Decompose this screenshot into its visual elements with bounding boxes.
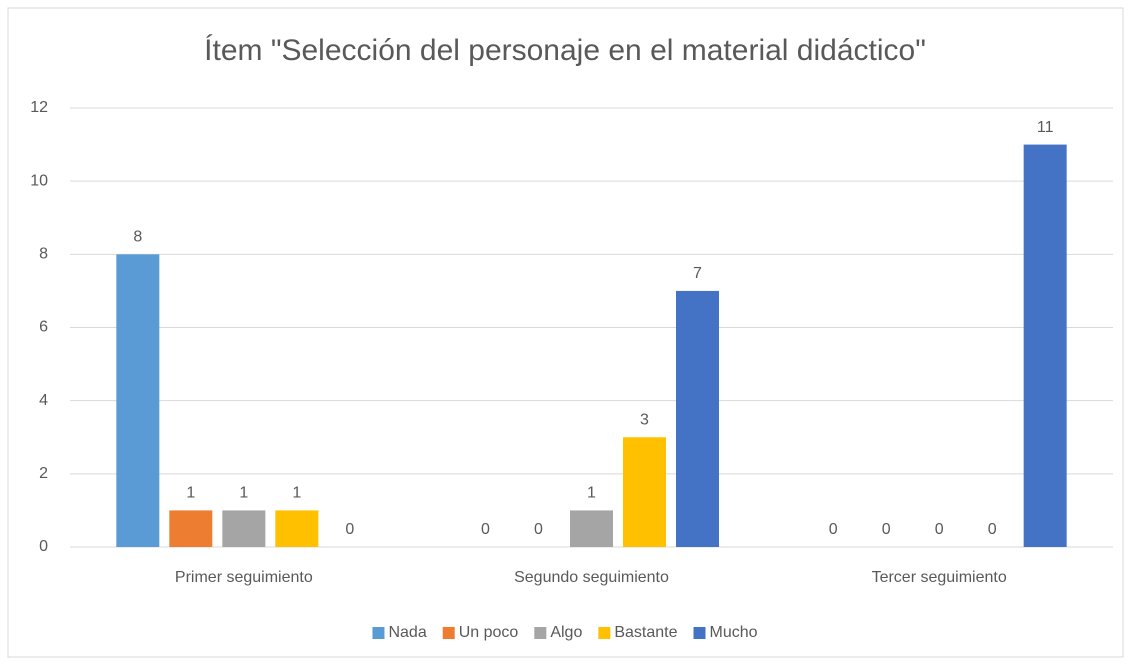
bar [676, 290, 719, 547]
bar [570, 510, 613, 547]
legend-label: Nada [388, 624, 426, 641]
chart-border [7, 7, 1124, 658]
bar [1023, 144, 1067, 548]
data-label: 7 [693, 265, 702, 282]
data-label: 0 [481, 521, 490, 538]
data-label: 8 [133, 229, 142, 246]
data-label: 0 [829, 521, 838, 538]
bar [169, 510, 213, 547]
x-tick-label: Primer seguimiento [175, 569, 313, 586]
legend-swatch [693, 627, 706, 639]
data-label: 0 [935, 521, 944, 538]
y-tick-label: 10 [30, 172, 48, 189]
bar [623, 437, 666, 547]
legend-swatch [442, 627, 455, 639]
legend-swatch [534, 627, 547, 639]
legend-label: Algo [550, 624, 582, 641]
data-label: 1 [292, 485, 301, 502]
data-label: 0 [534, 521, 543, 538]
y-tick-label: 8 [39, 246, 48, 263]
legend-label: Mucho [710, 624, 758, 641]
y-tick-label: 4 [39, 392, 48, 409]
data-label: 11 [1037, 119, 1054, 136]
bar [275, 510, 319, 547]
chart-title: Ítem "Selección del personaje en el mate… [204, 34, 926, 67]
y-tick-label: 2 [39, 465, 48, 482]
legend-swatch [372, 627, 385, 639]
data-label: 0 [882, 521, 891, 538]
data-label: 1 [239, 485, 248, 502]
data-label: 1 [587, 485, 596, 502]
legend-label: Bastante [614, 624, 677, 641]
legend-label: Un poco [459, 624, 519, 641]
bar [116, 254, 160, 548]
data-label: 1 [186, 485, 195, 502]
y-tick-label: 0 [39, 538, 48, 555]
y-tick-label: 12 [30, 99, 48, 116]
data-label: 0 [988, 521, 997, 538]
data-label: 0 [345, 521, 354, 538]
x-tick-label: Segundo seguimiento [514, 569, 669, 586]
data-label: 3 [640, 411, 649, 428]
x-tick-label: Tercer seguimiento [872, 569, 1007, 586]
legend-swatch [598, 627, 611, 639]
y-tick-label: 6 [39, 319, 48, 336]
bar [222, 510, 266, 547]
